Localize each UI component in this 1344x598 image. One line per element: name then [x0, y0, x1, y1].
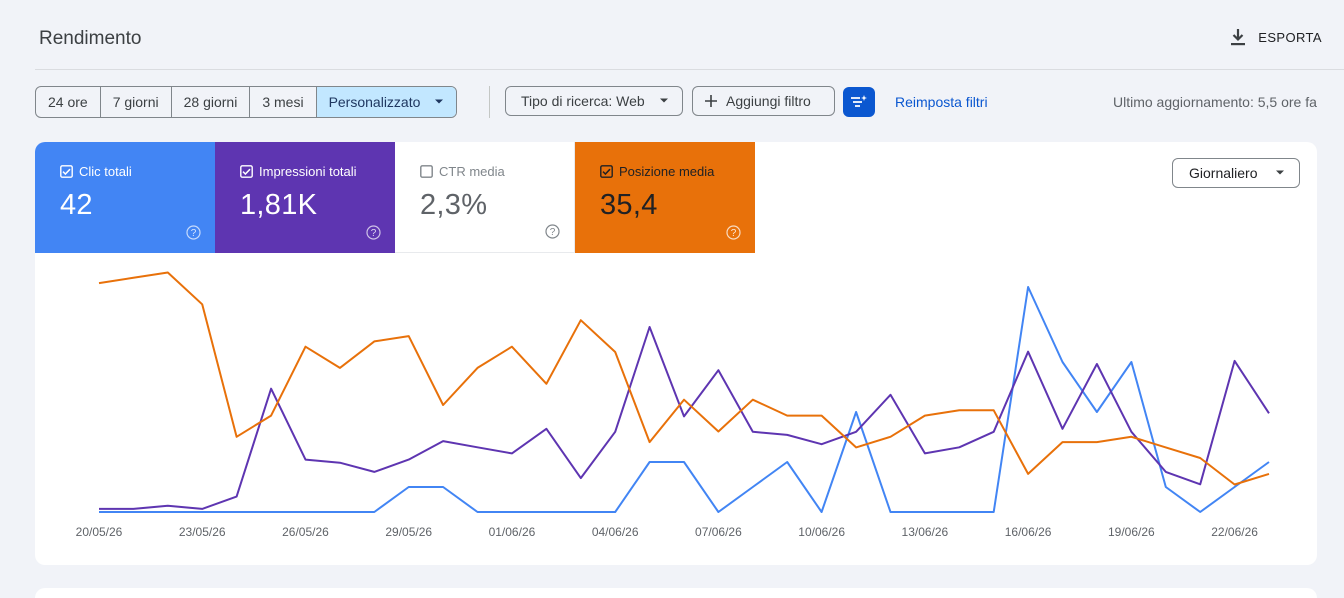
- x-tick-label: 20/05/26: [76, 525, 123, 539]
- x-tick-label: 26/05/26: [282, 525, 329, 539]
- metric-clicks-label: Clic totali: [79, 164, 132, 179]
- help-icon[interactable]: ?: [545, 224, 560, 239]
- metric-position-value: 35,4: [600, 189, 658, 221]
- help-icon[interactable]: ?: [366, 225, 381, 240]
- metric-average-position[interactable]: Posizione media 35,4 ?: [575, 142, 755, 253]
- last-update-text: Ultimo aggiornamento: 5,5 ore fa: [1113, 94, 1317, 110]
- add-filter-label: Aggiungi filtro: [726, 93, 811, 109]
- filter-sparkle-icon: [851, 95, 867, 107]
- download-icon: [1231, 29, 1246, 46]
- add-filter-button[interactable]: Aggiungi filtro: [692, 86, 835, 116]
- x-tick-label: 23/05/26: [179, 525, 226, 539]
- header-divider: [35, 69, 1344, 70]
- x-tick-label: 22/06/26: [1211, 525, 1258, 539]
- chevron-down-icon: [659, 98, 668, 103]
- svg-text:?: ?: [371, 228, 377, 239]
- plus-icon: [705, 95, 717, 107]
- reset-filters-link[interactable]: Reimposta filtri: [895, 94, 988, 110]
- metric-position-label: Posizione media: [619, 164, 715, 179]
- metric-total-impressions[interactable]: Impressioni totali 1,81K ?: [215, 142, 395, 253]
- svg-text:?: ?: [191, 228, 197, 239]
- metric-clicks-value: 42: [60, 189, 93, 221]
- metric-impressions-value: 1,81K: [240, 189, 318, 221]
- checkbox-checked-icon: [60, 165, 73, 178]
- filter-separator: [489, 86, 490, 118]
- filter-bar: 24 ore 7 giorni 28 giorni 3 mesi Persona…: [35, 86, 1344, 118]
- checkbox-unchecked-icon: [420, 165, 433, 178]
- next-card-edge: [35, 588, 1317, 598]
- range-28d[interactable]: 28 giorni: [172, 87, 251, 117]
- metric-clicks-label-row: Clic totali: [60, 164, 215, 179]
- series-line-clic-totali: [99, 286, 1270, 513]
- x-tick-label: 10/06/26: [798, 525, 845, 539]
- metric-total-clicks[interactable]: Clic totali 42 ?: [35, 142, 215, 253]
- help-icon[interactable]: ?: [726, 225, 741, 240]
- x-tick-label: 04/06/26: [592, 525, 639, 539]
- page-header: Rendimento ESPORTA: [0, 0, 1344, 70]
- x-tick-label: 13/06/26: [902, 525, 949, 539]
- help-icon[interactable]: ?: [186, 225, 201, 240]
- smart-filter-button[interactable]: [843, 87, 875, 117]
- x-tick-label: 07/06/26: [695, 525, 742, 539]
- metric-ctr-value: 2,3%: [420, 189, 488, 221]
- range-24h[interactable]: 24 ore: [36, 87, 101, 117]
- metric-average-ctr[interactable]: CTR media 2,3% ?: [395, 142, 575, 253]
- range-custom[interactable]: Personalizzato: [316, 87, 457, 117]
- search-type-dropdown[interactable]: Tipo di ricerca: Web: [505, 86, 683, 116]
- checkbox-checked-icon: [240, 165, 253, 178]
- checkbox-checked-icon: [600, 165, 613, 178]
- export-label: ESPORTA: [1258, 29, 1322, 45]
- page-title: Rendimento: [39, 28, 142, 49]
- search-type-label: Tipo di ricerca: Web: [521, 93, 645, 109]
- metric-impressions-label-row: Impressioni totali: [240, 164, 395, 179]
- metric-position-label-row: Posizione media: [600, 164, 755, 179]
- granularity-dropdown[interactable]: Giornaliero: [1172, 158, 1300, 188]
- series-line-posizione-media: [98, 271, 1270, 486]
- chevron-down-icon: [1276, 170, 1285, 175]
- range-custom-label: Personalizzato: [328, 94, 421, 110]
- x-tick-label: 16/06/26: [1005, 525, 1052, 539]
- performance-chart: 20/05/26 23/05/26 26/05/26 29/05/26 01/06/26…: [35, 253, 1317, 565]
- metric-impressions-label: Impressioni totali: [259, 164, 357, 179]
- range-7d[interactable]: 7 giorni: [101, 87, 172, 117]
- export-button[interactable]: ESPORTA: [1230, 28, 1322, 46]
- chevron-down-icon: [435, 99, 444, 104]
- x-tick-label: 01/06/26: [489, 525, 536, 539]
- series-line-impressioni-totali: [99, 326, 1270, 510]
- performance-card: Clic totali 42 ? Impressioni totali 1,81…: [35, 142, 1317, 565]
- x-tick-label: 29/05/26: [385, 525, 432, 539]
- svg-text:?: ?: [550, 227, 556, 238]
- range-3m[interactable]: 3 mesi: [250, 87, 317, 117]
- metric-ctr-label-row: CTR media: [420, 164, 574, 179]
- x-tick-label: 19/06/26: [1108, 525, 1155, 539]
- chart-svg: 20/05/26 23/05/26 26/05/26 29/05/26 01/06/26…: [76, 271, 1270, 539]
- date-range-selector: 24 ore 7 giorni 28 giorni 3 mesi Persona…: [35, 86, 458, 118]
- granularity-label: Giornaliero: [1189, 165, 1258, 181]
- svg-text:?: ?: [731, 228, 737, 239]
- metric-ctr-label: CTR media: [439, 164, 505, 179]
